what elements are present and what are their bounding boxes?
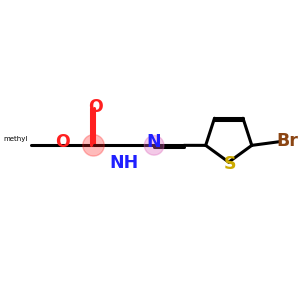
Circle shape <box>83 135 104 156</box>
Text: O: O <box>88 98 103 116</box>
Text: methyl: methyl <box>3 136 27 142</box>
Text: O: O <box>56 133 70 151</box>
Text: NH: NH <box>110 154 139 172</box>
Text: S: S <box>224 155 236 173</box>
Text: N: N <box>147 133 161 151</box>
Circle shape <box>144 136 164 155</box>
Text: Br: Br <box>276 132 298 150</box>
